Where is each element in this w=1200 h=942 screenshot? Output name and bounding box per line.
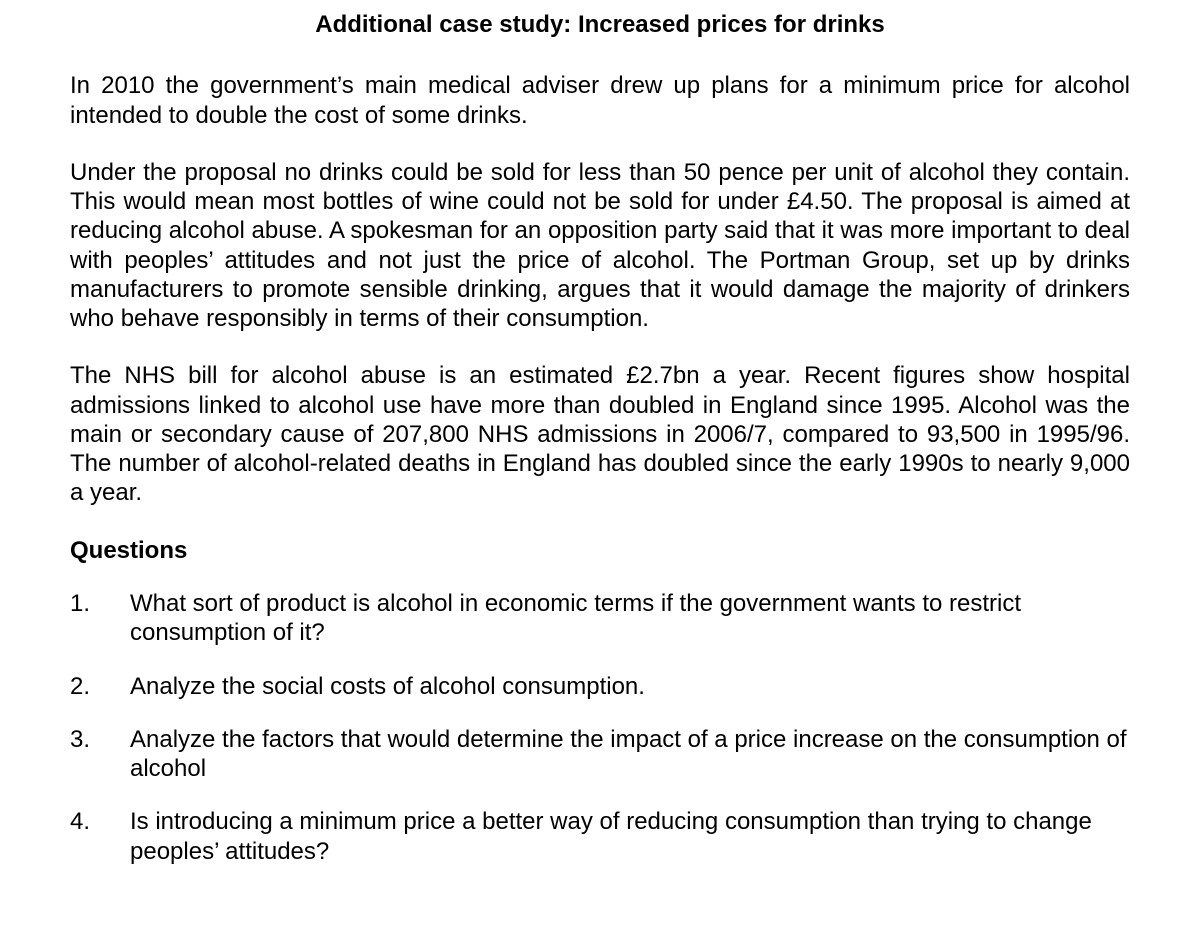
- question-item: 2. Analyze the social costs of alcohol c…: [70, 672, 1130, 701]
- question-text: What sort of product is alcohol in econo…: [130, 589, 1130, 648]
- paragraph: The NHS bill for alcohol abuse is an est…: [70, 361, 1130, 507]
- question-text: Analyze the factors that would determine…: [130, 725, 1130, 784]
- question-number: 1.: [70, 589, 130, 618]
- question-item: 4. Is introducing a minimum price a bett…: [70, 807, 1130, 866]
- question-number: 3.: [70, 725, 130, 754]
- question-item: 3. Analyze the factors that would determ…: [70, 725, 1130, 784]
- question-number: 2.: [70, 672, 130, 701]
- questions-list: 1. What sort of product is alcohol in ec…: [70, 589, 1130, 866]
- questions-heading: Questions: [70, 536, 1130, 565]
- paragraph: Under the proposal no drinks could be so…: [70, 158, 1130, 334]
- question-number: 4.: [70, 807, 130, 836]
- question-item: 1. What sort of product is alcohol in ec…: [70, 589, 1130, 648]
- question-text: Is introducing a minimum price a better …: [130, 807, 1130, 866]
- document-title: Additional case study: Increased prices …: [70, 10, 1130, 39]
- document-page: Additional case study: Increased prices …: [0, 0, 1200, 930]
- question-text: Analyze the social costs of alcohol cons…: [130, 672, 1130, 701]
- paragraph: In 2010 the government’s main medical ad…: [70, 71, 1130, 130]
